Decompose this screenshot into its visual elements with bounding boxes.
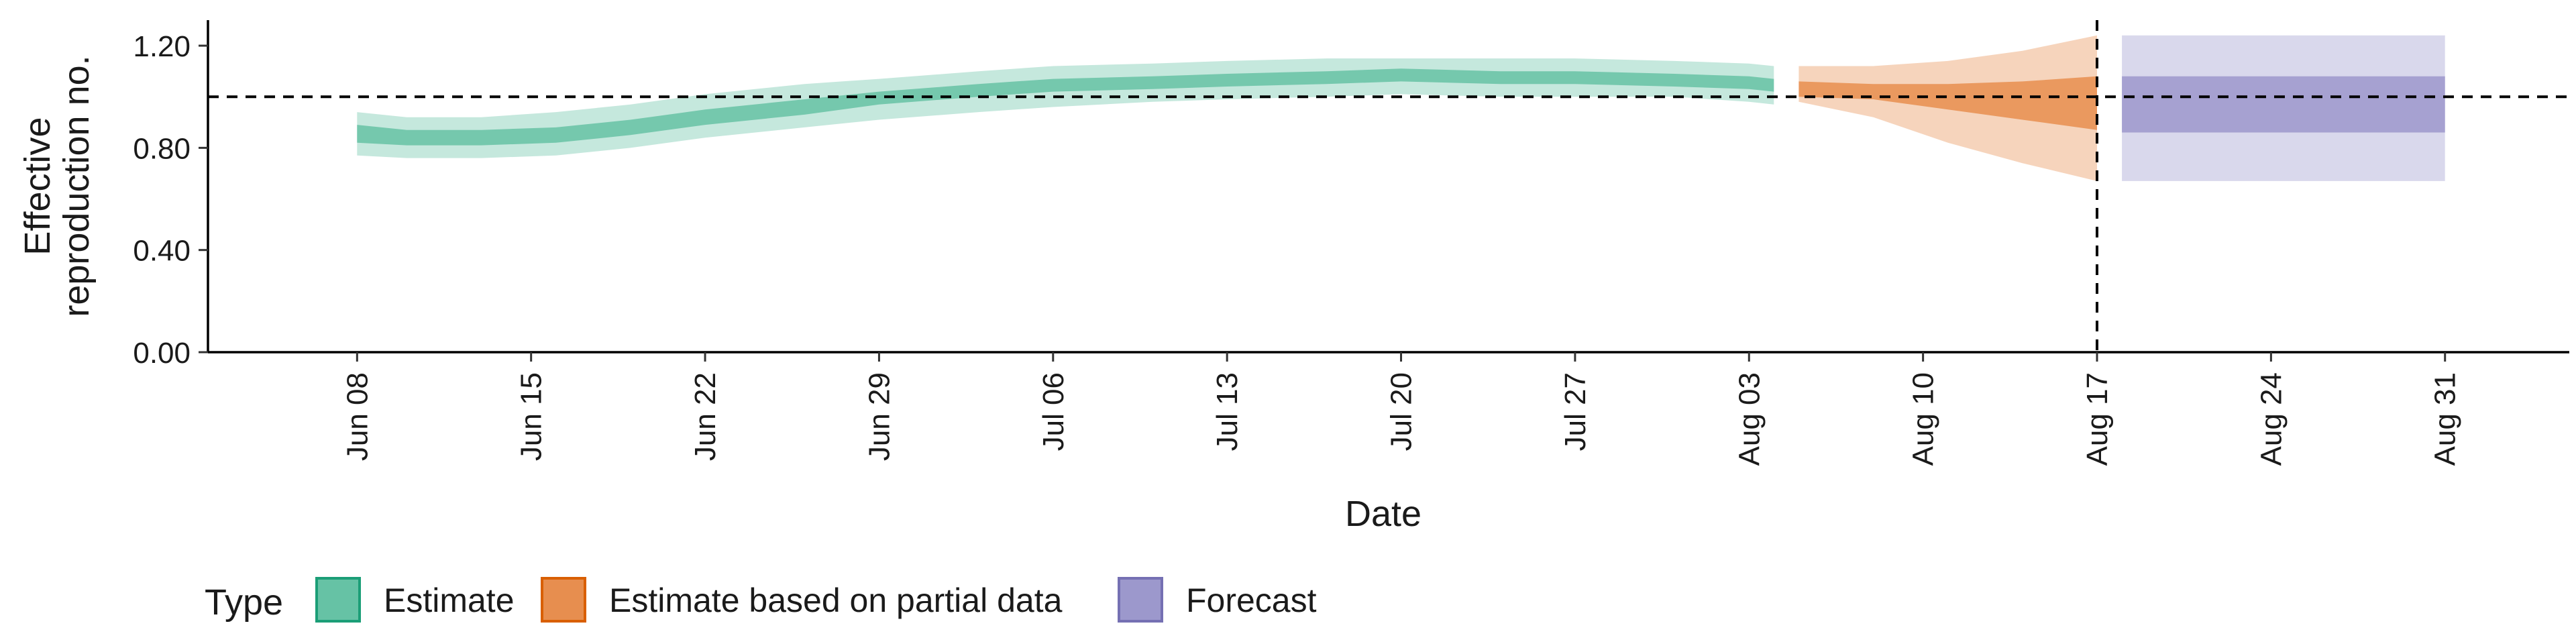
x-axis-title: Date [1345,494,1421,534]
y-axis-title-line: reproduction no. [56,55,97,317]
x-tick-label: Jun 22 [689,372,722,461]
x-tick-label: Aug 10 [1907,372,1940,466]
legend: Type Estimate Estimate based on partial da… [205,577,1317,623]
legend-key-swatch [541,577,586,623]
x-tick-label: Jul 13 [1211,372,1244,451]
x-tick-label: Jun 15 [515,372,548,461]
x-tick-label: Jul 06 [1037,372,1070,451]
legend-title: Type [205,582,283,623]
legend-key-swatch [1118,577,1163,623]
axes [207,20,2569,354]
y-axis-ticks: 0.00 0.40 0.80 1.20 [133,30,208,370]
forecast-band-50 [2122,76,2445,133]
x-tick-label: Jun 08 [341,372,374,461]
y-tick-label: 0.40 [133,235,191,268]
x-tick-label: Aug 24 [2255,372,2288,466]
legend-label: Estimate [384,582,515,619]
legend-label: Forecast [1186,582,1317,619]
legend-label: Estimate based on partial data [609,582,1063,619]
data-bands [357,35,2445,181]
x-tick-label: Jun 29 [863,372,896,461]
y-axis-title-line: Effective [17,117,58,255]
x-tick-label: Jul 27 [1559,372,1592,451]
y-tick-label: 1.20 [133,30,191,63]
x-axis-ticks: Jun 08 Jun 15 Jun 22 Jun 29 Jul 06 Jul 13 Jul … [341,352,2462,466]
x-tick-label: Aug 03 [1733,372,1766,466]
x-tick-label: Jul 20 [1385,372,1418,451]
estimate-based-on-partial-data-band-50 [1799,76,2097,130]
estimate-band-50 [357,68,1774,146]
x-tick-label: Aug 17 [2081,372,2114,466]
x-tick-label: Aug 31 [2429,372,2462,466]
y-tick-label: 0.80 [133,132,191,165]
estimate-band-90 [357,58,1774,158]
legend-key-swatch [315,577,361,623]
y-tick-label: 0.00 [133,337,191,370]
